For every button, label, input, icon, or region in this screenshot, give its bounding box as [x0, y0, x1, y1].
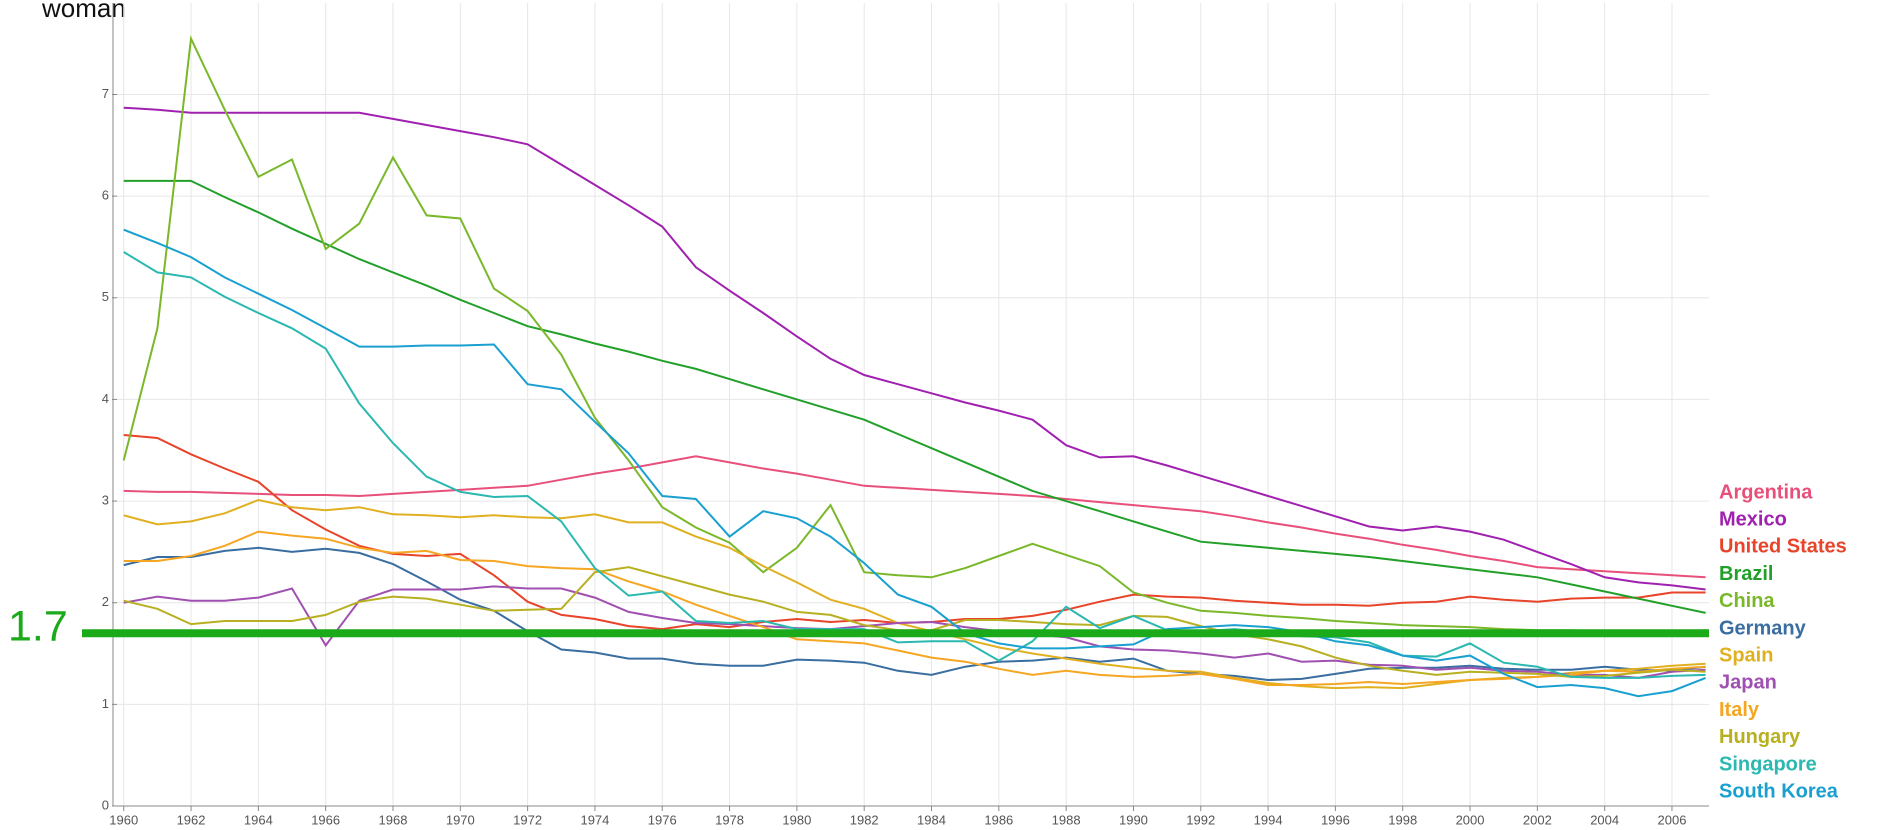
series-line — [123, 455, 1706, 579]
legend-label: Mexico — [1719, 508, 1787, 530]
series-line — [123, 228, 1706, 698]
series-line — [123, 179, 1706, 614]
series-line — [123, 530, 1706, 686]
x-tick-label: 1976 — [648, 812, 677, 827]
x-tick-label: 1978 — [715, 812, 744, 827]
x-tick-label: 1994 — [1254, 812, 1283, 827]
y-tick-label: 3 — [102, 493, 109, 508]
series-line — [123, 546, 1706, 682]
y-tick-label: 0 — [102, 797, 109, 812]
legend-label: Italy — [1719, 699, 1760, 721]
x-tick-label: 1966 — [311, 812, 340, 827]
legend-label: Argentina — [1719, 481, 1813, 503]
y-tick-label: 5 — [102, 289, 109, 304]
series-line — [123, 585, 1706, 679]
y-axis-label: woman — [41, 0, 126, 23]
reference-label: 1.7 — [8, 603, 68, 651]
legend-label: Germany — [1719, 617, 1807, 639]
x-tick-label: 1982 — [850, 812, 879, 827]
legend-label: China — [1719, 590, 1775, 612]
x-tick-label: 1980 — [782, 812, 811, 827]
series-line — [123, 106, 1706, 591]
x-tick-label: 2000 — [1456, 812, 1485, 827]
x-tick-label: 1962 — [177, 812, 206, 827]
y-tick-label: 2 — [102, 594, 109, 609]
x-tick-label: 1988 — [1052, 812, 1081, 827]
series-line — [123, 498, 1706, 690]
y-tick-label: 7 — [102, 86, 109, 101]
x-tick-label: 1996 — [1321, 812, 1350, 827]
y-tick-label: 4 — [102, 391, 109, 406]
x-tick-label: 1970 — [446, 812, 475, 827]
x-tick-label: 2002 — [1523, 812, 1552, 827]
x-tick-label: 2006 — [1658, 812, 1687, 827]
y-tick-label: 6 — [102, 188, 109, 203]
x-tick-label: 1984 — [917, 812, 946, 827]
legend-label: Spain — [1719, 644, 1773, 666]
x-tick-label: 1972 — [513, 812, 542, 827]
x-tick-label: 1964 — [244, 812, 273, 827]
legend-label: Hungary — [1719, 726, 1801, 748]
legend-label: Japan — [1719, 672, 1777, 694]
series-line — [122, 35, 1706, 633]
x-tick-label: 1998 — [1388, 812, 1417, 827]
x-tick-label: 1960 — [109, 812, 138, 827]
x-tick-label: 1990 — [1119, 812, 1148, 827]
legend-label: South Korea — [1719, 780, 1839, 802]
x-tick-label: 1974 — [580, 812, 609, 827]
series-line — [123, 251, 1706, 679]
y-tick-label: 1 — [102, 696, 109, 711]
x-tick-label: 1986 — [984, 812, 1013, 827]
legend-label: United States — [1719, 536, 1847, 558]
x-tick-label: 2004 — [1590, 812, 1619, 827]
legend-label: Brazil — [1719, 563, 1773, 585]
legend-label: Singapore — [1719, 753, 1817, 775]
x-tick-label: 1992 — [1186, 812, 1215, 827]
x-tick-label: 1968 — [379, 812, 408, 827]
